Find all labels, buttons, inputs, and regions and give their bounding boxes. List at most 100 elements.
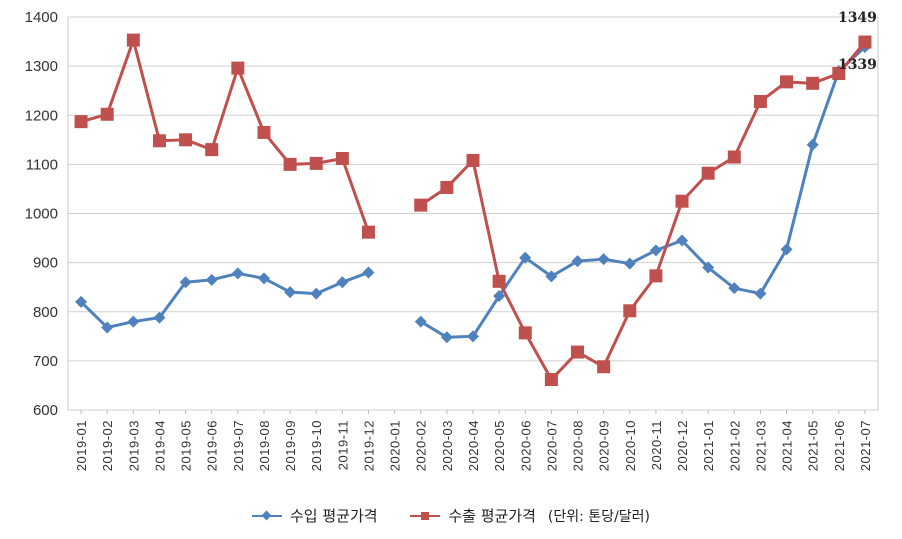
data-point-square (414, 198, 428, 212)
y-tick-label: 700 (33, 353, 58, 370)
data-point-square (727, 150, 741, 164)
data-point-square (257, 125, 271, 139)
x-tick-label: 2020-09 (597, 420, 612, 471)
data-point-diamond (362, 266, 375, 279)
data-point-diamond (545, 270, 558, 283)
data-point-square (675, 194, 689, 208)
data-point-square (74, 115, 88, 129)
x-tick-label: 2019-08 (257, 420, 272, 471)
data-point-square (571, 345, 585, 359)
data-point-square (361, 225, 375, 239)
data-point-square (335, 151, 349, 165)
y-tick-label: 1400 (25, 9, 58, 26)
y-tick-label: 900 (33, 255, 58, 272)
data-point-diamond (153, 311, 166, 324)
data-point-diamond (571, 255, 584, 268)
legend-item-export: 수출 평균가격 (단위: 톤당/달러) (410, 505, 650, 526)
data-point-square (179, 133, 193, 147)
y-tick-label: 1100 (26, 156, 58, 173)
data-labels: 1349 1339 (838, 10, 877, 73)
data-label: 1349 (838, 10, 877, 26)
x-tick-label: 2019-10 (309, 420, 324, 471)
data-point-diamond (257, 272, 270, 285)
data-point-square (126, 33, 140, 47)
x-tick-label: 2019-03 (126, 420, 141, 471)
x-tick-label: 2020-02 (414, 420, 429, 471)
x-tick-label: 2019-02 (100, 420, 115, 471)
x-tick-label: 2019-09 (283, 420, 298, 471)
data-point-square (597, 360, 611, 374)
data-point-square (753, 94, 767, 108)
series-1 (74, 33, 872, 387)
x-tick-label: 2019-04 (152, 420, 167, 471)
data-point-diamond (440, 331, 453, 344)
data-point-diamond (75, 295, 88, 308)
x-tick-label: 2020-01 (388, 420, 403, 471)
chart-legend: 수입 평균가격 수출 평균가격 (단위: 톤당/달러) (0, 505, 902, 526)
x-tick-label: 2020-11 (649, 420, 664, 470)
legend-swatch-import (251, 510, 282, 522)
x-axis: 2019-01 2019-02 2019-03 2019-04 2019-05 2019-… (74, 410, 873, 471)
x-tick-label: 2020-03 (440, 420, 455, 471)
chart-gridlines (67, 16, 879, 411)
data-point-diamond (806, 138, 819, 151)
series-line-0 (419, 45, 866, 339)
data-point-diamond (676, 234, 689, 247)
x-tick-label: 2020-07 (544, 420, 559, 471)
series-line-1 (419, 41, 867, 382)
x-tick-label: 2021-01 (701, 420, 716, 471)
data-point-square (518, 326, 532, 340)
data-point-diamond (649, 244, 662, 257)
x-tick-label: 2021-07 (858, 420, 873, 471)
x-tick-label: 2020-12 (675, 420, 690, 471)
data-point-diamond (127, 315, 140, 328)
series-line-0 (80, 271, 370, 329)
x-tick-label: 2021-03 (753, 420, 768, 471)
x-tick-label: 2020-08 (571, 420, 586, 471)
x-tick-label: 2019-07 (231, 420, 246, 471)
x-tick-label: 2020-10 (623, 420, 638, 471)
y-axis: 600 700 800 900 1000 1100 1200 1300 1400 (25, 9, 58, 419)
legend-swatch-export (410, 510, 441, 522)
data-label: 1339 (838, 57, 877, 73)
y-tick-label: 1200 (25, 107, 58, 124)
data-point-square (440, 180, 454, 194)
legend-label-export: 수출 평균가격 (448, 507, 536, 525)
x-tick-label: 2019-12 (361, 420, 376, 471)
data-point-diamond (728, 282, 741, 295)
line-chart: 600 700 800 900 1000 1100 1200 1300 1400 2019-01… (25, 9, 879, 471)
series-line-1 (80, 38, 370, 233)
x-tick-label: 2021-02 (727, 420, 742, 471)
data-point-square (832, 66, 846, 80)
data-point-diamond (205, 273, 218, 286)
x-tick-label: 2020-06 (518, 420, 533, 471)
data-point-diamond (414, 315, 427, 328)
data-point-diamond (179, 276, 192, 289)
y-tick-label: 600 (33, 402, 58, 419)
data-point-diamond (493, 290, 506, 303)
data-point-diamond (780, 243, 793, 256)
data-point-square (544, 373, 558, 387)
data-point-square (100, 107, 114, 121)
legend-label-import: 수입 평균가격 (289, 507, 378, 525)
data-point-diamond (467, 330, 479, 343)
data-point-square (623, 304, 637, 318)
data-point-square (858, 35, 872, 49)
data-point-diamond (284, 286, 297, 299)
x-tick-label: 2020-05 (492, 420, 507, 471)
data-point-diamond (702, 261, 715, 274)
data-point-square (231, 61, 245, 75)
x-tick-label: 2021-06 (832, 420, 847, 471)
data-point-diamond (336, 276, 349, 289)
data-point-square (701, 166, 715, 180)
x-tick-label: 2021-05 (806, 420, 821, 471)
data-point-square (205, 143, 219, 157)
y-tick-label: 1000 (25, 206, 58, 223)
data-point-square (309, 156, 323, 170)
x-tick-label: 2019-05 (179, 420, 194, 471)
data-point-diamond (597, 253, 610, 266)
chart-series (74, 33, 872, 387)
data-point-diamond (101, 321, 114, 334)
legend-item-import: 수입 평균가격 (251, 505, 378, 526)
x-tick-label: 2019-06 (205, 420, 220, 471)
